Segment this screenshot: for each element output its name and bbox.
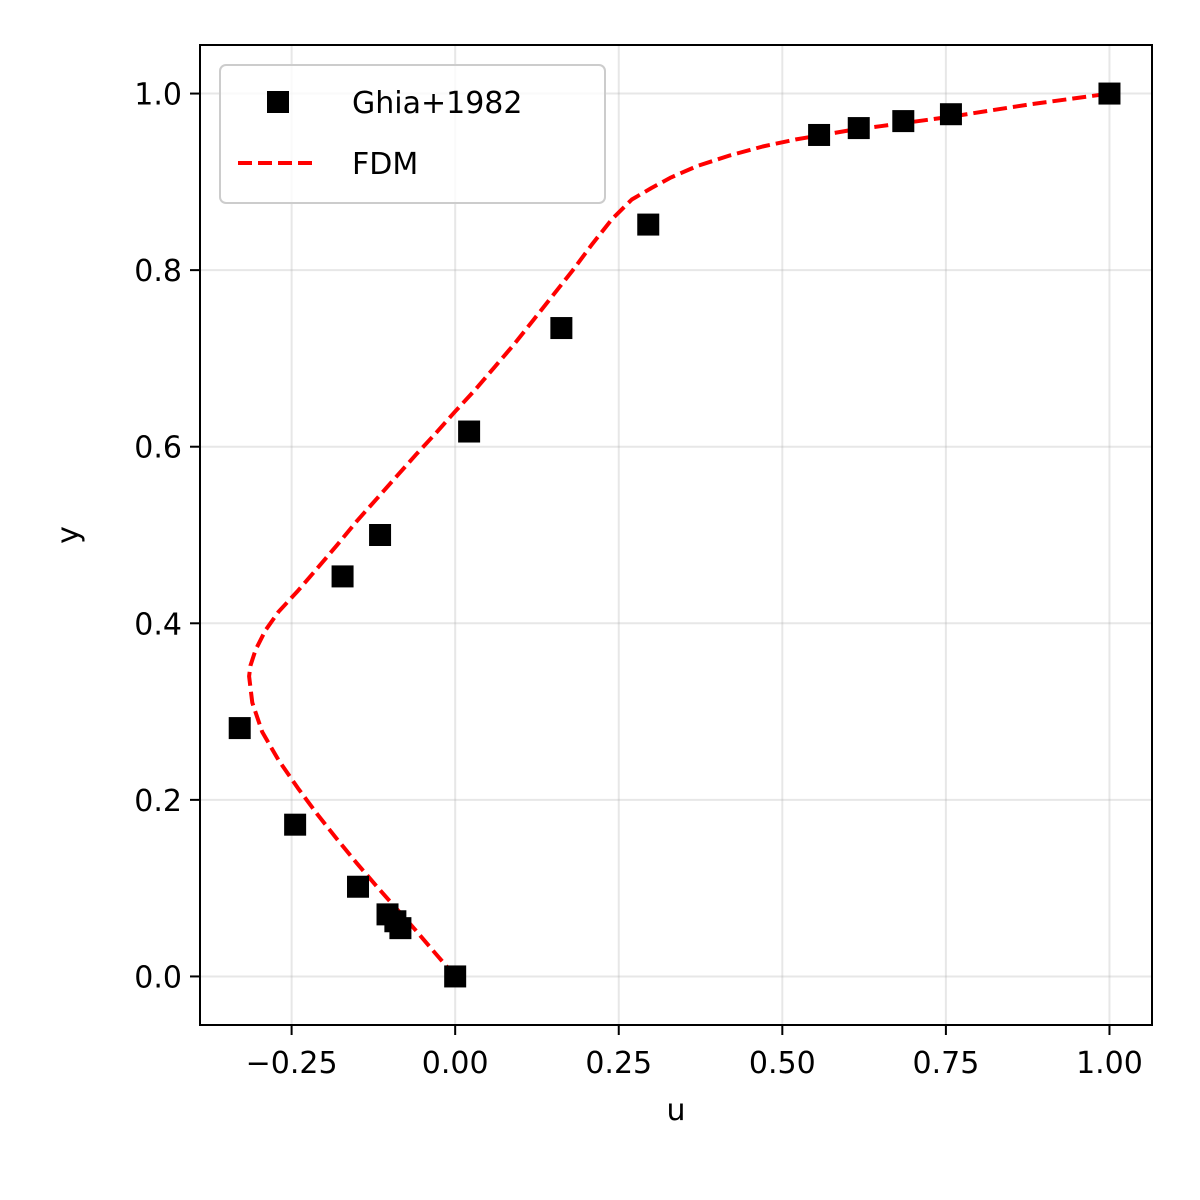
x-tick-label: 0.25 — [585, 1046, 652, 1081]
y-tick-label: 0.4 — [134, 607, 182, 642]
ghia-data-point — [847, 117, 870, 140]
ghia-data-point — [284, 813, 307, 836]
plot-frame — [199, 44, 1153, 1026]
x-axis-label: u — [666, 1093, 685, 1128]
ghia-data-point — [458, 420, 481, 443]
ghia-data-point — [369, 524, 392, 546]
ghia-data-point — [637, 213, 660, 236]
ghia-data-point — [376, 903, 399, 926]
legend-box — [219, 64, 606, 204]
ghia-data-point — [550, 317, 573, 340]
y-tick-label: 0.2 — [134, 784, 182, 819]
legend-label-fdm: FDM — [352, 147, 418, 182]
y-axis-label: y — [51, 526, 86, 544]
ghia-data-point — [939, 103, 962, 126]
ghia-data-point — [892, 110, 915, 133]
legend-label-ghia: Ghia+1982 — [352, 86, 522, 121]
ghia-data-point — [1098, 82, 1121, 105]
x-tick-label: −0.25 — [246, 1046, 338, 1081]
y-tick-label: 0.0 — [134, 960, 182, 995]
y-tick-label: 0.8 — [134, 254, 182, 289]
ghia-data-point — [228, 717, 251, 740]
x-tick-label: 1.00 — [1076, 1046, 1143, 1081]
legend-marker-ghia — [267, 91, 289, 113]
ghia-data-point — [444, 965, 467, 988]
grid-layer — [200, 45, 1152, 1025]
y-tick-label: 0.6 — [134, 431, 182, 466]
marker-layer — [228, 82, 1121, 988]
ghia-data-point — [331, 565, 354, 588]
tick-layer: −0.25 0.00 0.25 0.50 0.75 1.00 0.0 0.2 0.4 0.6 0.8… — [134, 78, 1143, 1081]
x-tick-label: 0.75 — [912, 1046, 979, 1081]
ghia-data-point — [347, 875, 370, 898]
legend: Ghia+1982 FDM — [219, 64, 606, 204]
y-tick-label: 1.0 — [134, 78, 182, 113]
ghia-data-point — [808, 123, 831, 146]
x-tick-label: 0.50 — [749, 1046, 816, 1081]
x-tick-label: 0.00 — [422, 1046, 489, 1081]
